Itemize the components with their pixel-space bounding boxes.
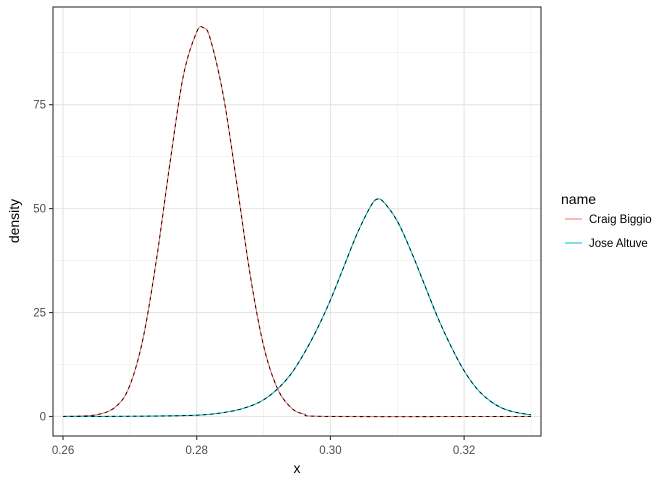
series-overlay-line-0 <box>63 26 531 418</box>
series-line-1 <box>63 198 532 418</box>
y-tick-label: 75 <box>33 100 46 112</box>
series-overlay-line-1 <box>63 198 532 417</box>
series-line-0 <box>63 25 531 418</box>
y-tick-label: 0 <box>40 411 46 423</box>
minor-gridlines <box>53 7 541 436</box>
x-tick-label: 0.32 <box>453 445 475 457</box>
y-tick-label: 50 <box>33 204 46 216</box>
x-tick-label: 0.28 <box>186 445 208 457</box>
x-axis: 0.26 0.28 0.30 0.32 <box>52 436 475 457</box>
legend-label-1: Jose Altuve <box>589 238 648 250</box>
x-tick-label: 0.26 <box>52 445 74 457</box>
legend-title: name <box>561 191 596 207</box>
series-lines <box>63 25 532 418</box>
x-tick-label: 0.30 <box>319 445 341 457</box>
y-axis: 0 25 50 75 <box>33 100 53 423</box>
legend: name Craig Biggio Jose Altuve <box>561 191 652 250</box>
major-gridlines <box>53 7 541 436</box>
legend-label-0: Craig Biggio <box>589 214 652 226</box>
x-axis-title: x <box>294 460 301 476</box>
y-tick-label: 25 <box>33 308 46 320</box>
y-axis-title: density <box>6 199 22 243</box>
legend-entries: Craig Biggio Jose Altuve <box>565 214 652 250</box>
panel-border <box>52 6 542 437</box>
